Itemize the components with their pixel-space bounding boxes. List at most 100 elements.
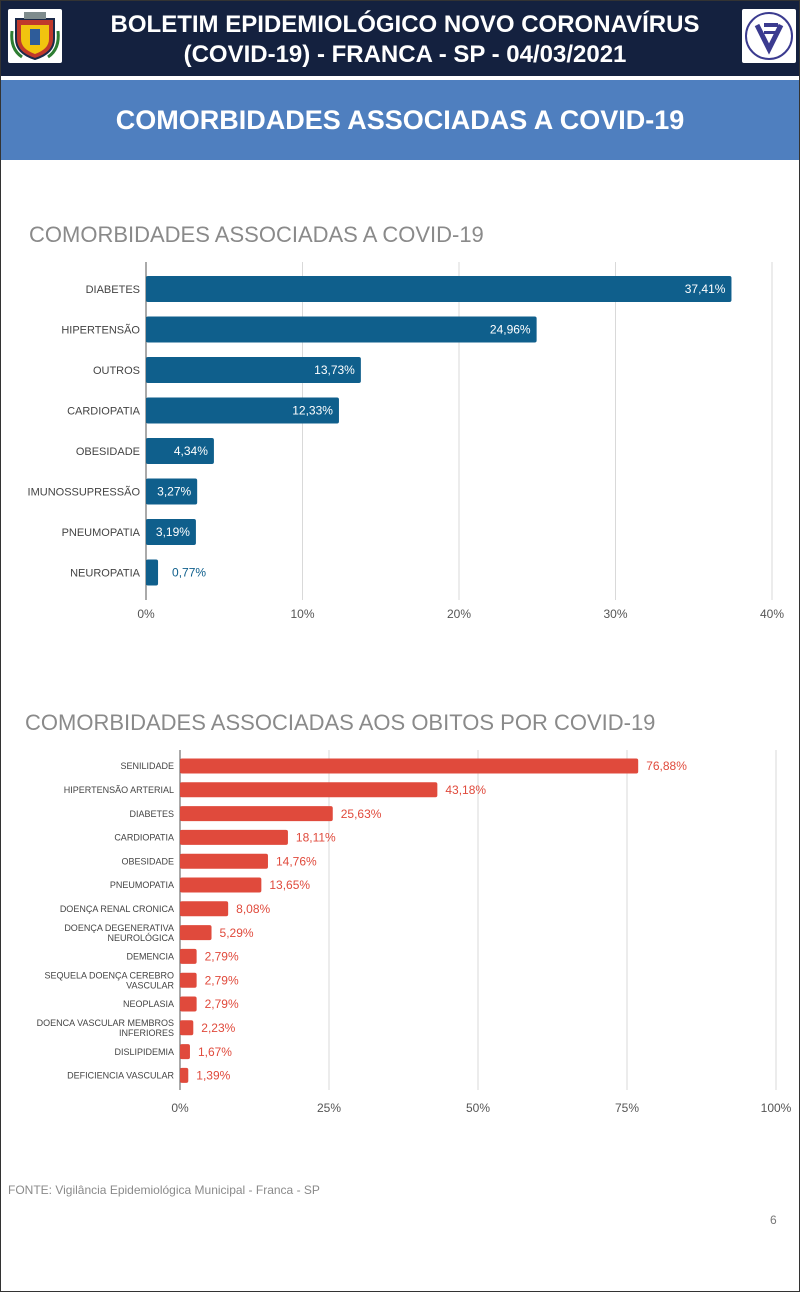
category-label-line: DEFICIENCIA VASCULAR [67,1071,174,1081]
page-number: 6 [770,1213,777,1227]
category-label-line: DOENÇA DEGENERATIVA [64,923,174,933]
data-label: 4,34% [174,444,208,458]
category-label-line: NEUROPATIA [70,567,141,579]
category-label-line: SENILIDADE [120,761,174,771]
x-tick-label: 30% [603,607,627,621]
data-label: 13,73% [314,363,355,377]
category-label-line: NEOPLASIA [123,999,174,1009]
category-label-line: DOENCA VASCULAR MEMBROS [37,1018,174,1028]
bar [180,948,197,964]
category-label-line: DIABETES [129,809,174,819]
data-label: 0,77% [172,566,206,580]
comorbidities-bar-chart: 0% 10% 20% 30% 40% DIABETES 37,41% HIPERTENSÃO 2… [28,262,784,621]
category-label: PNEUMOPATIA [110,880,174,890]
chart-2-title: COMORBIDADES ASSOCIADAS AOS OBITOS POR C… [25,710,656,735]
section-banner-title: COMORBIDADES ASSOCIADAS A COVID-19 [115,105,685,135]
data-label: 13,65% [269,878,310,892]
data-label: 3,27% [157,485,191,499]
data-label: 24,96% [490,323,531,337]
x-tick-label: 100% [761,1101,792,1115]
data-label: 18,11% [296,831,336,845]
data-label: 5,29% [220,926,254,940]
x-tick-label: 0% [171,1101,189,1115]
category-label-line: DEMENCIA [126,952,174,962]
category-label: DIABETES [86,284,140,296]
category-label: SEQUELA DOENÇA CEREBRO VASCULAR [44,970,174,990]
category-label-line: HIPERTENSÃO [61,323,140,336]
bar [146,357,361,383]
bar [180,877,262,893]
category-label: CARDIOPATIA [114,833,174,843]
bar [146,519,196,545]
data-label: 3,19% [156,525,190,539]
source-note: FONTE: Vigilância Epidemiológica Municip… [8,1183,320,1197]
data-label: 1,67% [198,1045,232,1059]
data-label: 12,33% [292,404,333,418]
death-comorbidities-bar-chart: 0% 25% 50% 75% 100% SENILIDADE 76,88% HIPERTENS… [37,750,792,1115]
data-label: 14,76% [276,854,317,868]
x-tick-label: 10% [290,607,314,621]
bar [180,1044,190,1060]
data-label: 8,08% [236,902,270,916]
data-label: 76,88% [646,759,687,773]
category-label: SENILIDADE [120,761,174,771]
category-label: DISLIPIDEMIA [114,1047,174,1057]
category-label: DOENÇA DEGENERATIVA NEUROLÓGICA [64,923,174,943]
data-label: 2,23% [201,1021,235,1035]
category-label-line: VASCULAR [126,980,174,990]
category-label-line: PNEUMOPATIA [110,880,174,890]
category-label-line: CARDIOPATIA [67,405,141,417]
bar [180,1067,189,1083]
category-label: DOENÇA RENAL CRONICA [60,904,174,914]
category-label: DIABETES [129,809,174,819]
category-label: OUTROS [93,365,140,377]
header-title-line-1: BOLETIM EPIDEMIOLÓGICO NOVO CORONAVÍRUS [110,11,700,38]
category-label-line: OBESIDADE [76,446,140,458]
data-label: 2,79% [205,973,239,987]
bar [180,806,333,822]
category-label: HIPERTENSÃO ARTERIAL [64,785,174,795]
category-label: PNEUMOPATIA [62,527,141,539]
category-label-line: OBESIDADE [121,856,174,866]
category-label: NEOPLASIA [123,999,174,1009]
bar [180,758,639,774]
category-label-line: HIPERTENSÃO ARTERIAL [64,785,174,795]
bar [146,397,339,424]
bar [180,996,197,1012]
bar [180,1020,194,1036]
data-label: 25,63% [341,807,382,821]
category-label-line: OUTROS [93,365,140,377]
category-label: IMUNOSSUPRESSÃO [28,485,141,498]
category-label: NEUROPATIA [70,567,141,579]
data-label: 1,39% [196,1069,230,1083]
category-label: DOENCA VASCULAR MEMBROS INFERIORES [37,1018,174,1038]
category-label: HIPERTENSÃO [61,323,140,336]
bar [180,972,197,988]
category-label-line: INFERIORES [119,1028,174,1038]
category-label: DEFICIENCIA VASCULAR [67,1071,174,1081]
category-label: OBESIDADE [121,856,174,866]
bulletin-header: BOLETIM EPIDEMIOLÓGICO NOVO CORONAVÍRUS … [0,0,800,76]
x-tick-label: 40% [760,607,784,621]
x-tick-label: 25% [317,1101,341,1115]
bar [180,829,288,845]
category-label-line: DIABETES [86,284,140,296]
category-label: OBESIDADE [76,446,140,458]
vigilancia-epidemiologica-logo [742,9,796,63]
category-label-line: CARDIOPATIA [114,833,174,843]
category-label-line: SEQUELA DOENÇA CEREBRO [44,970,174,980]
section-banner: COMORBIDADES ASSOCIADAS A COVID-19 [0,80,800,160]
bar [146,559,159,586]
bar [146,276,732,302]
data-label: 43,18% [445,783,486,797]
category-label-line: PNEUMOPATIA [62,527,141,539]
bar [180,925,212,941]
header-title-line-2: (COVID-19) - FRANCA - SP - 04/03/2021 [183,41,627,68]
category-label: CARDIOPATIA [67,405,141,417]
bar [180,782,438,798]
x-tick-label: 0% [137,607,155,621]
category-label-line: IMUNOSSUPRESSÃO [28,485,141,498]
x-tick-label: 50% [466,1101,490,1115]
data-label: 2,79% [205,950,239,964]
bar [146,438,214,464]
